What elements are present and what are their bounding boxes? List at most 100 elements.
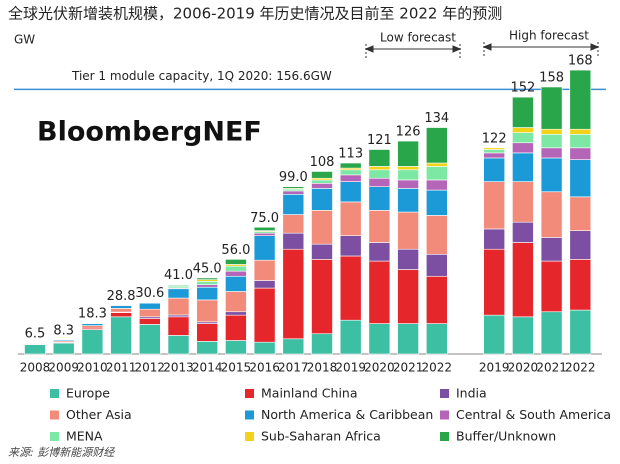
bar-segment	[139, 302, 161, 310]
bar-segment	[512, 316, 534, 355]
bar-segment	[540, 147, 563, 159]
x-tick-label: 2020	[364, 361, 395, 375]
bar-segment	[225, 270, 247, 277]
bar-segment	[196, 323, 218, 342]
bar-segment	[569, 259, 592, 311]
total-label: 113	[338, 147, 363, 162]
bar-segment	[311, 188, 333, 211]
total-label: 134	[424, 111, 449, 126]
bar-segment	[110, 308, 132, 313]
bar-segment	[425, 189, 448, 216]
bar-segment	[110, 316, 132, 355]
reference-label: Tier 1 module capacity, 1Q 2020: 156.6GW	[71, 69, 332, 83]
bar-segment	[512, 221, 534, 243]
bar-segment	[425, 275, 448, 324]
total-label: 6.5	[25, 327, 46, 342]
chart-title: 全球光伏新增装机规模，2006-2019 年历史情况及目前至 2022 年的预测	[8, 5, 502, 23]
bar-segment	[483, 181, 506, 230]
unit-label: GW	[14, 33, 35, 47]
bar-segment	[540, 237, 563, 262]
bar-segment	[425, 179, 448, 191]
legend-label: Sub-Saharan Africa	[261, 429, 381, 444]
bar-segment	[512, 127, 534, 133]
total-label: 168	[568, 54, 593, 69]
bar-segment	[196, 341, 218, 355]
bar-segment	[540, 86, 563, 130]
bar-segment	[225, 314, 247, 341]
x-tick-label: 2015	[221, 361, 252, 375]
x-tick-label: 2022	[565, 361, 596, 375]
total-label: 108	[310, 155, 335, 170]
bar-segment	[397, 179, 419, 189]
bar-segment	[339, 255, 362, 321]
legend-label: North America & Caribbean	[261, 407, 433, 422]
high-forecast-arrow	[482, 42, 600, 58]
total-label: 18.3	[78, 307, 107, 322]
x-tick-label: 2013	[163, 361, 194, 375]
total-label: 121	[367, 133, 392, 148]
bar-segment	[425, 127, 448, 164]
legend-label: MENA	[66, 429, 103, 444]
bar-segment	[311, 333, 333, 355]
bar-segment	[540, 191, 563, 238]
bar-segment	[339, 181, 362, 203]
bar-segment	[512, 152, 534, 182]
bar-segment	[253, 259, 276, 281]
total-label: 99.0	[279, 170, 308, 185]
legend-swatch	[245, 389, 254, 398]
bar-segment	[225, 275, 247, 292]
bar-segment	[512, 242, 534, 318]
bar-segment	[311, 243, 333, 260]
x-tick-label: 2020	[508, 361, 539, 375]
bar-segment	[225, 259, 247, 265]
bar-segment	[253, 287, 276, 343]
bar-segment	[368, 149, 391, 167]
bar-segment	[339, 174, 362, 182]
bar-segment	[282, 214, 305, 234]
bar-segment	[397, 211, 419, 250]
total-label: 8.3	[53, 323, 74, 338]
bar-segment	[483, 147, 506, 150]
x-tick-label: 2021	[393, 361, 424, 375]
bar-segment	[253, 232, 276, 236]
bar-segment	[569, 159, 592, 198]
watermark: BloombergNEF	[37, 117, 262, 148]
x-tick-label: 2011	[106, 361, 137, 375]
x-tick-label: 2019	[335, 361, 366, 375]
source: 来源: 彭博新能源财经	[8, 446, 115, 459]
bar-segment	[282, 186, 305, 189]
x-tick-label: 2021	[536, 361, 567, 375]
legend-label: Mainland China	[261, 386, 358, 401]
x-tick-label: 2009	[48, 361, 79, 375]
bar-segment	[368, 166, 391, 171]
bar-segment	[512, 181, 534, 223]
bar-segment	[311, 259, 333, 335]
total-label: 56.0	[221, 243, 250, 258]
bar-segment	[368, 242, 391, 262]
total-label: 28.8	[107, 289, 136, 304]
x-tick-label: 2017	[278, 361, 309, 375]
bar-segment	[397, 188, 419, 213]
x-tick-label: 2012	[135, 361, 166, 375]
bar-segment	[24, 342, 46, 344]
legend-swatch	[440, 432, 449, 441]
bar-segment	[569, 230, 592, 260]
x-tick-label: 2014	[192, 361, 223, 375]
legend-swatch	[50, 432, 59, 441]
bar-segment	[225, 265, 247, 272]
bar-segment	[253, 280, 276, 289]
x-tick-label: 2018	[307, 361, 338, 375]
bar-segment	[282, 190, 305, 195]
bar-segment	[540, 134, 563, 149]
bar-segment	[368, 169, 391, 179]
bar-segment	[225, 311, 247, 316]
legend-swatch	[245, 410, 254, 420]
bar-segment	[425, 253, 448, 277]
bar-segment	[196, 284, 218, 288]
x-tick-label: 2016	[249, 361, 280, 375]
total-label: 158	[539, 70, 564, 85]
bar-segment	[24, 344, 46, 355]
low-forecast-arrow	[364, 44, 462, 60]
bar-segment	[167, 335, 190, 355]
